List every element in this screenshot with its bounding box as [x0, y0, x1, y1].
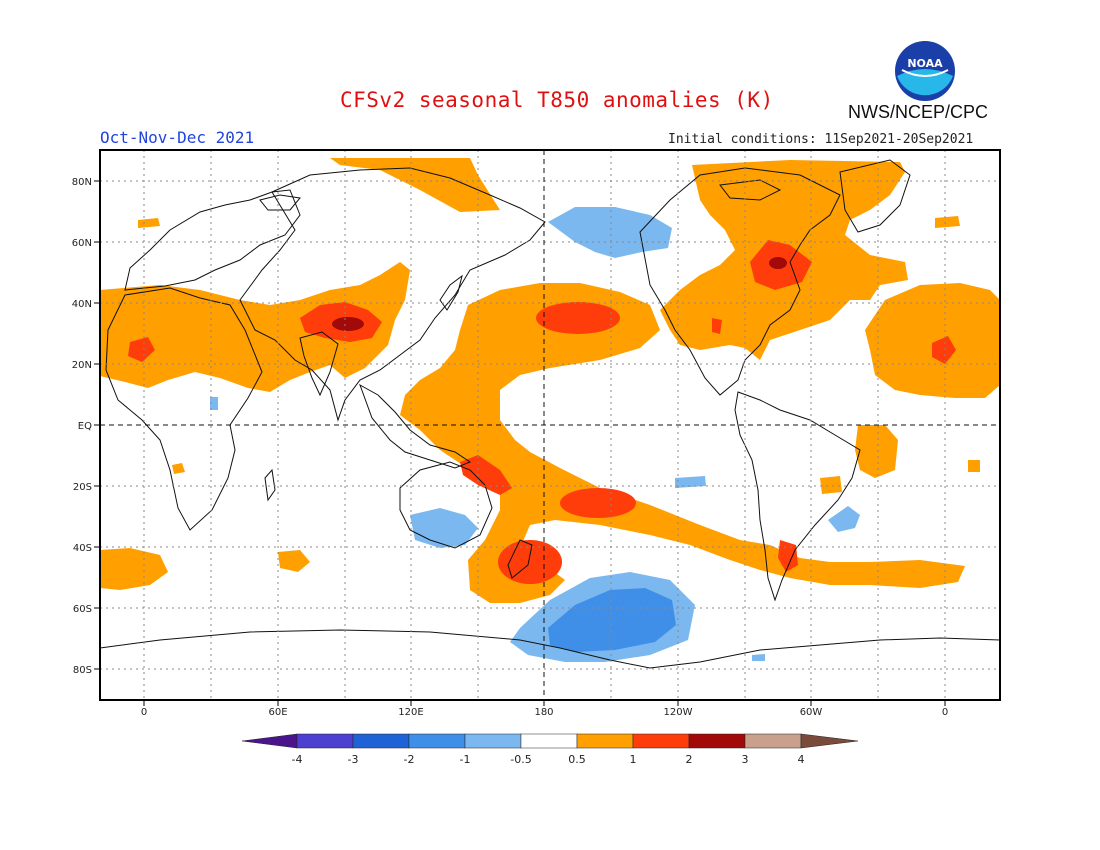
colorbar-label: -4 [292, 753, 303, 766]
colorbar-bin [464, 733, 522, 749]
colorbar-bin [688, 733, 746, 749]
colorbar-label: 4 [798, 753, 805, 766]
colorbar-label: -2 [404, 753, 415, 766]
lat-label: 20N [72, 360, 92, 371]
anomaly-fields [100, 150, 1000, 700]
equator-dateline [100, 150, 1000, 700]
initial-conditions-label: Initial conditions: 11Sep2021-20Sep2021 [668, 132, 974, 147]
lat-label: 60N [72, 238, 92, 249]
colorbar-label: 2 [686, 753, 693, 766]
lat-label: 60S [73, 604, 92, 615]
lon-label: 120E [398, 707, 423, 718]
warm-anomaly-0.5-1 [100, 158, 1000, 603]
lat-label: 20S [73, 482, 92, 493]
cold-anomaly-2-1 [548, 588, 676, 652]
colorbar-bin [408, 733, 466, 749]
agency-label: NWS/NCEP/CPC [848, 102, 989, 122]
lon-label: 120W [664, 707, 693, 718]
warm-anomaly-2-3 [332, 257, 787, 331]
lat-label: 40N [72, 299, 92, 310]
colorbar-label: -0.5 [510, 753, 531, 766]
graticule [100, 150, 1000, 700]
lon-label: 180 [534, 707, 553, 718]
colorbar-bin [632, 733, 690, 749]
noaa-logo-text: NOAA [907, 57, 943, 70]
chart-title: CFSv2 seasonal T850 anomalies (K) [340, 88, 774, 112]
season-label: Oct-Nov-Dec 2021 [100, 128, 255, 147]
lon-label: 0 [141, 707, 147, 718]
lat-label: 40S [73, 543, 92, 554]
noaa-logo: NOAA [895, 41, 955, 101]
colorbar-label: 0.5 [568, 753, 586, 766]
colorbar-bin-gt-4 [800, 733, 859, 749]
colorbar-bin [296, 733, 354, 749]
colorbar-bin [576, 733, 634, 749]
lat-label: 80S [73, 665, 92, 676]
longitude-axis: 0 60E 120E 180 120W 60W 0 [141, 700, 948, 718]
latitude-axis: 80N 60N 40N 20N EQ 20S 40S 60S 80S [72, 177, 100, 676]
colorbar-label: -3 [348, 753, 359, 766]
colorbar-bin [520, 733, 578, 749]
colorbar-bin [352, 733, 410, 749]
lat-label: EQ [78, 421, 92, 432]
colorbar-bin-lt-4 [241, 733, 298, 749]
coastlines [100, 159, 1000, 669]
colorbar-label: 1 [630, 753, 637, 766]
lon-label: 0 [942, 707, 948, 718]
colorbar-label: -1 [460, 753, 471, 766]
lat-label: 80N [72, 177, 92, 188]
colorbar-label: 3 [742, 753, 749, 766]
warm-anomaly-1-2 [128, 240, 956, 584]
colorbar: -4 -3 -2 -1 -0.5 0.5 1 2 3 4 [241, 733, 859, 766]
lon-label: 60E [268, 707, 287, 718]
lon-label: 60W [800, 707, 823, 718]
colorbar-bin [744, 733, 802, 749]
